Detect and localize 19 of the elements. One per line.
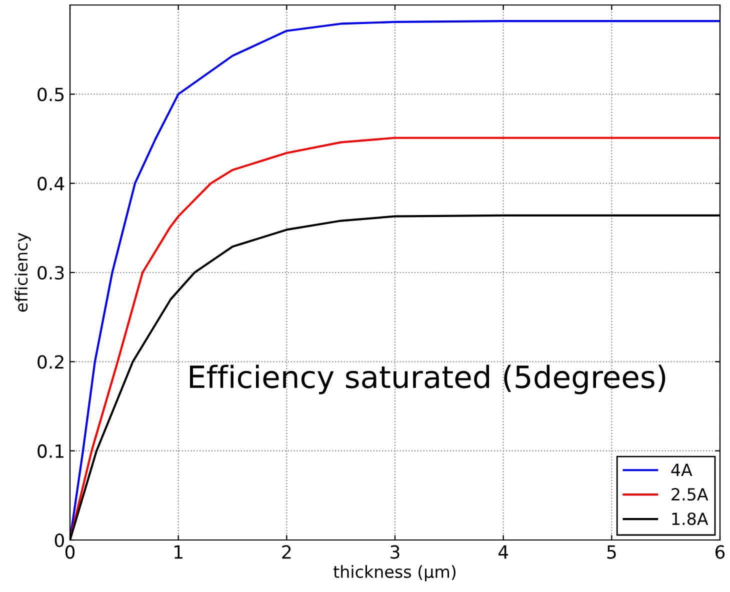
x-axis-title: thickness (μm): [334, 565, 456, 582]
y-tick-label: 0.4: [38, 176, 64, 190]
x-tick-label: 3: [390, 545, 400, 559]
y-axis-title: efficiency: [14, 232, 31, 312]
y-tick-label: 0.5: [38, 88, 64, 102]
y-tick-label: 0.1: [38, 444, 64, 458]
x-tick-label: 2: [282, 545, 291, 559]
x-tick-label: 4: [498, 545, 508, 559]
annotation: Efficiency saturated (5degrees): [190, 364, 666, 394]
y-tick-label: 0.2: [38, 355, 64, 369]
x-tick-label: 5: [607, 545, 616, 559]
x-tick-label: 0: [65, 545, 75, 559]
y-tick-label: 0.3: [38, 266, 64, 280]
legend-label: 4A: [671, 464, 692, 476]
y-tick-label: 0: [54, 533, 64, 548]
legend-label: 1.8A: [672, 512, 708, 526]
x-tick-label: 1: [174, 545, 182, 559]
x-tick-label: 6: [716, 545, 725, 559]
legend-label: 2.5A: [672, 488, 708, 501]
